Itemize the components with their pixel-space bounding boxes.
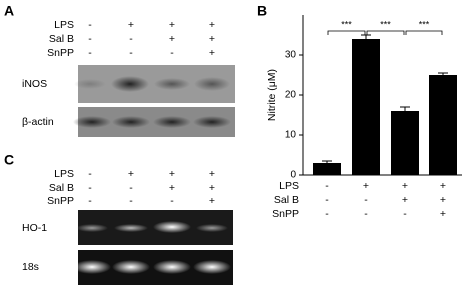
condition-sign: + <box>128 168 134 180</box>
condition-sign: - <box>364 208 368 220</box>
bar <box>391 111 419 175</box>
condition-sign: - <box>88 33 92 45</box>
condition-sign: - <box>88 19 92 31</box>
condition-sign: - <box>170 47 174 59</box>
blot-inos <box>74 65 235 103</box>
condition-sign: + <box>440 194 446 206</box>
condition-sign: - <box>129 195 133 207</box>
blot-label: HO-1 <box>22 222 47 234</box>
condition-sign: - <box>403 208 407 220</box>
condition-sign: - <box>325 180 329 192</box>
condition-sign: - <box>325 208 329 220</box>
gel-ho1 <box>76 210 233 245</box>
condition-sign: - <box>325 194 329 206</box>
condition-label: LPS <box>279 180 299 192</box>
condition-sign: - <box>129 182 133 194</box>
condition-sign: - <box>88 195 92 207</box>
y-tick-label: 30 <box>285 50 297 61</box>
gel-18s <box>73 250 233 285</box>
bar <box>313 163 341 175</box>
condition-sign: + <box>128 19 134 31</box>
condition-sign: + <box>169 19 175 31</box>
condition-sign: + <box>209 182 215 194</box>
condition-sign: + <box>209 33 215 45</box>
significance-bracket <box>366 30 405 35</box>
condition-sign: + <box>440 208 446 220</box>
condition-sign: - <box>88 47 92 59</box>
condition-sign: - <box>170 195 174 207</box>
blot-label: 18s <box>22 261 39 273</box>
bar <box>429 75 457 175</box>
condition-label: LPS <box>54 168 74 180</box>
condition-label: Sal B <box>49 33 74 45</box>
condition-label: SnPP <box>47 47 74 59</box>
condition-sign: + <box>169 33 175 45</box>
condition-sign: + <box>209 195 215 207</box>
condition-sign: + <box>209 168 215 180</box>
condition-sign: + <box>169 168 175 180</box>
condition-sign: + <box>363 180 369 192</box>
significance-bracket <box>327 30 366 35</box>
condition-label: Sal B <box>49 182 74 194</box>
condition-sign: - <box>129 33 133 45</box>
condition-sign: + <box>402 194 408 206</box>
condition-sign: - <box>88 168 92 180</box>
blot-label: iNOS <box>22 78 47 90</box>
condition-sign: + <box>402 180 408 192</box>
y-tick-label: 20 <box>285 90 297 101</box>
bar <box>352 39 380 175</box>
blot-actin <box>73 107 235 137</box>
condition-label: LPS <box>54 19 74 31</box>
y-axis-label: Nitrite (μM) <box>266 69 278 121</box>
condition-sign: - <box>88 182 92 194</box>
panel-letter: C <box>4 152 14 168</box>
panel-letter: B <box>257 3 267 19</box>
panel-letter: A <box>4 3 14 19</box>
significance-bracket <box>405 30 443 35</box>
y-tick-label: 10 <box>285 130 297 141</box>
significance-label: *** <box>341 19 352 29</box>
condition-sign: + <box>209 47 215 59</box>
condition-label: SnPP <box>272 208 299 220</box>
condition-label: SnPP <box>47 195 74 207</box>
condition-sign: + <box>209 19 215 31</box>
condition-sign: + <box>440 180 446 192</box>
condition-sign: - <box>129 47 133 59</box>
condition-sign: - <box>364 194 368 206</box>
significance-label: *** <box>380 19 391 29</box>
y-tick-label: 0 <box>290 170 296 181</box>
significance-label: *** <box>419 19 430 29</box>
condition-label: Sal B <box>274 194 299 206</box>
blot-label: β-actin <box>22 116 54 128</box>
condition-sign: + <box>169 182 175 194</box>
